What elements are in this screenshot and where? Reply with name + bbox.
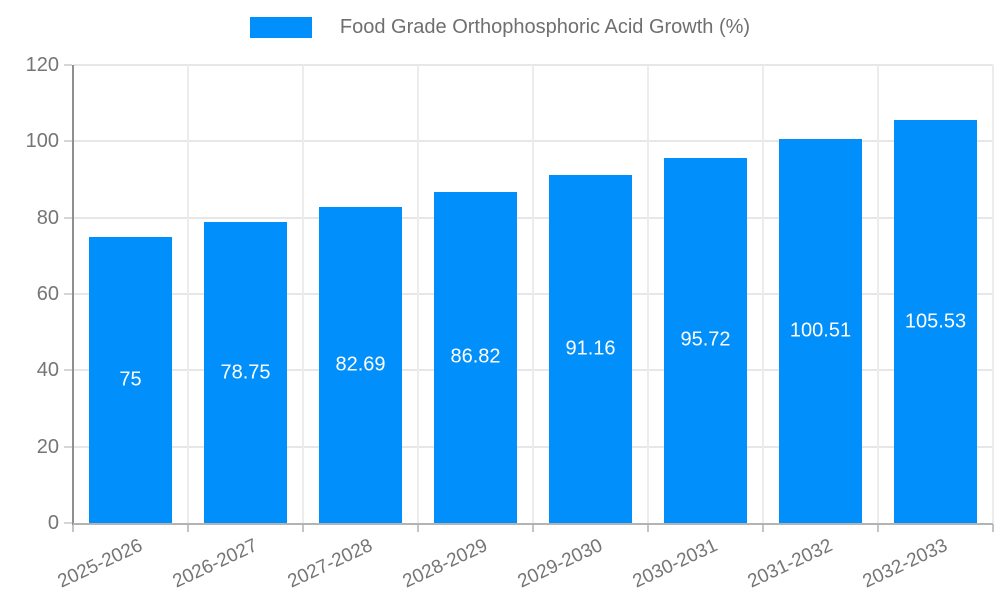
bar-value-label: 75 [119, 368, 142, 391]
bar-value-label: 100.51 [789, 319, 852, 342]
x-axis-line [73, 523, 993, 525]
gridline-vertical [877, 65, 879, 523]
x-axis-label: 2031-2032 [744, 535, 836, 593]
legend[interactable]: Food Grade Orthophosphoric Acid Growth (… [0, 16, 1000, 39]
bar-value-label: 82.69 [335, 353, 386, 376]
legend-label[interactable]: Food Grade Orthophosphoric Acid Growth (… [339, 16, 751, 38]
x-axis-tick [532, 524, 534, 532]
y-axis-label: 60 [36, 283, 59, 305]
x-axis-tick [417, 524, 419, 532]
x-axis-label: 2030-2031 [629, 535, 721, 593]
x-axis-label: 2027-2028 [284, 535, 376, 593]
bar[interactable] [204, 222, 287, 523]
y-axis-tick [64, 216, 72, 219]
gridline-vertical [187, 65, 189, 523]
bar[interactable] [664, 157, 747, 523]
gridline-vertical [762, 65, 764, 523]
bar-value-label: 95.72 [680, 328, 731, 351]
bar[interactable] [89, 236, 172, 523]
x-axis-tick [762, 524, 764, 532]
gridline-vertical [647, 65, 649, 523]
x-axis-tick [72, 524, 74, 532]
bar-value-label: 105.53 [904, 310, 967, 333]
y-axis-tick [64, 64, 72, 66]
y-axis-label: 40 [36, 359, 59, 382]
y-axis-label: 20 [36, 435, 59, 458]
x-axis-label: 2026-2027 [169, 535, 261, 593]
bar[interactable] [319, 207, 402, 523]
bar-value-label: 86.82 [450, 345, 501, 368]
y-axis-label: 100 [25, 130, 59, 153]
bar[interactable] [434, 191, 517, 523]
x-axis-tick [992, 524, 994, 532]
y-axis-line [72, 65, 74, 525]
y-axis-tick [64, 445, 72, 448]
y-axis-tick [64, 369, 72, 372]
y-axis-tick [64, 522, 72, 524]
gridline-vertical [992, 65, 994, 523]
y-axis-tick [64, 293, 72, 295]
y-axis-tick [64, 140, 72, 143]
gridline-vertical [532, 65, 534, 523]
y-axis-label: 0 [47, 512, 59, 534]
x-axis-tick [647, 524, 649, 532]
x-axis-tick [302, 524, 304, 532]
x-axis-label: 2028-2029 [399, 535, 491, 593]
legend-swatch[interactable] [249, 17, 312, 38]
x-axis-label: 2025-2026 [54, 535, 146, 593]
gridline-vertical [417, 65, 419, 523]
x-axis-label: 2029-2030 [514, 535, 606, 593]
gridline-vertical [302, 65, 304, 523]
x-axis-tick [877, 524, 879, 532]
bar[interactable] [779, 139, 862, 523]
x-axis-tick [187, 524, 189, 532]
x-axis-label: 2032-2033 [859, 535, 951, 593]
y-axis-label: 120 [25, 54, 59, 76]
y-axis-label: 80 [36, 206, 59, 229]
bar-value-label: 91.16 [565, 337, 616, 360]
bar-value-label: 78.75 [220, 361, 271, 384]
bar[interactable] [894, 120, 977, 523]
bar[interactable] [549, 175, 632, 523]
